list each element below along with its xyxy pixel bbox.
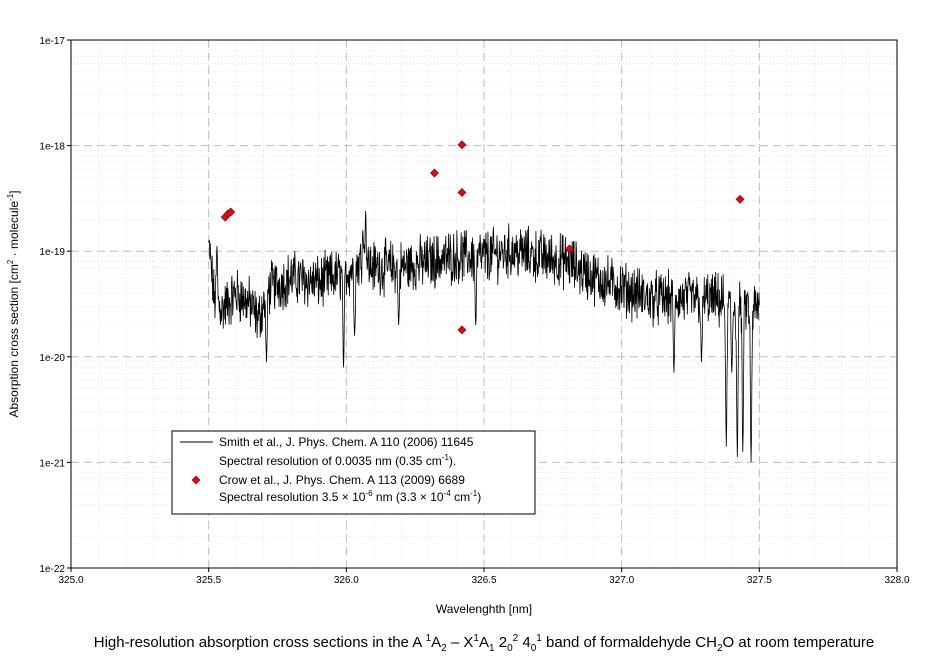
- legend: Smith et al., J. Phys. Chem. A 110 (2006…: [171, 430, 536, 515]
- x-tick-label: 326.5: [471, 575, 496, 586]
- crow-data-point: [226, 207, 236, 217]
- smith-series: [208, 211, 760, 463]
- crow-data-point: [564, 244, 574, 254]
- y-tick-label: 1e-19: [39, 247, 65, 258]
- legend-box: [171, 430, 536, 515]
- x-tick-label: 328.0: [884, 575, 909, 586]
- y-tick-label: 1e-18: [39, 142, 65, 153]
- legend-crow-label: Crow et al., J. Phys. Chem. A 113 (2009)…: [219, 473, 465, 487]
- x-tick-label: 327.5: [747, 575, 772, 586]
- legend-crow-resolution: Spectral resolution 3.5 × 10-6 nm (3.3 ×…: [219, 489, 481, 504]
- crow-data-point: [735, 194, 745, 204]
- crow-data-point: [430, 168, 439, 178]
- crow-data-point: [457, 140, 467, 150]
- y-axis-ticks: 1e-22 1e-21 1e-20 1e-19 1e-18 1e-17: [39, 36, 71, 575]
- y-axis-label: Absorption cross section [cm2 · molecule…: [6, 190, 21, 417]
- x-axis-label: Wavelenghth [nm]: [436, 602, 532, 616]
- x-tick-label: 326.0: [334, 575, 359, 586]
- legend-smith-label: Smith et al., J. Phys. Chem. A 110 (2006…: [219, 435, 474, 449]
- legend-smith-resolution: Spectral resolution of 0.0035 nm (0.35 c…: [219, 453, 456, 468]
- y-tick-label: 1e-21: [39, 458, 65, 469]
- figure-caption: High-resolution absorption cross section…: [94, 633, 875, 654]
- legend-diamond-marker: [191, 475, 201, 485]
- crow-data-point: [457, 188, 467, 197]
- crow-series: [220, 140, 745, 335]
- crow-data-point: [457, 325, 467, 335]
- x-tick-label: 327.0: [609, 575, 634, 586]
- x-axis-ticks: 325.0 325.5 326.0 326.5 327.0 327.5 328.0: [58, 568, 910, 586]
- x-tick-label: 325.5: [196, 575, 221, 586]
- x-tick-label: 325.0: [58, 575, 83, 586]
- y-tick-label: 1e-20: [39, 353, 65, 364]
- smith-spectrum-line: [208, 211, 760, 463]
- y-tick-label: 1e-17: [39, 36, 65, 47]
- y-tick-label: 1e-22: [39, 564, 65, 575]
